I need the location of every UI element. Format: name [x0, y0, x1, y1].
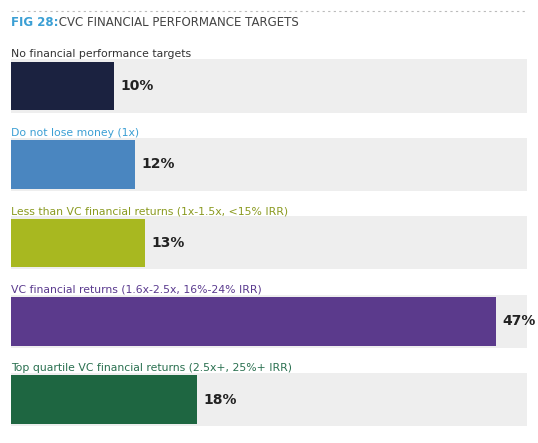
Text: Top quartile VC financial returns (2.5x+, 25%+ IRR): Top quartile VC financial returns (2.5x+… — [11, 363, 292, 373]
Text: FIG 28:: FIG 28: — [11, 16, 58, 29]
Text: 18%: 18% — [203, 392, 237, 407]
Bar — [11, 218, 145, 267]
Bar — [11, 59, 527, 113]
Bar — [11, 373, 527, 426]
Bar — [11, 297, 496, 346]
Text: No financial performance targets: No financial performance targets — [11, 50, 191, 59]
Text: 13%: 13% — [152, 236, 185, 250]
Bar — [11, 138, 527, 191]
Bar — [11, 375, 197, 424]
Bar — [11, 295, 527, 348]
Text: 10%: 10% — [121, 79, 154, 93]
Bar — [11, 216, 527, 269]
Text: 47%: 47% — [502, 314, 536, 328]
Text: VC financial returns (1.6x-2.5x, 16%-24% IRR): VC financial returns (1.6x-2.5x, 16%-24%… — [11, 285, 261, 295]
Bar — [11, 140, 134, 189]
Text: CVC FINANCIAL PERFORMANCE TARGETS: CVC FINANCIAL PERFORMANCE TARGETS — [55, 16, 299, 29]
Text: Less than VC financial returns (1x-1.5x, <15% IRR): Less than VC financial returns (1x-1.5x,… — [11, 206, 288, 216]
Text: Do not lose money (1x): Do not lose money (1x) — [11, 128, 139, 138]
Text: 12%: 12% — [141, 157, 175, 171]
Bar — [11, 62, 114, 110]
